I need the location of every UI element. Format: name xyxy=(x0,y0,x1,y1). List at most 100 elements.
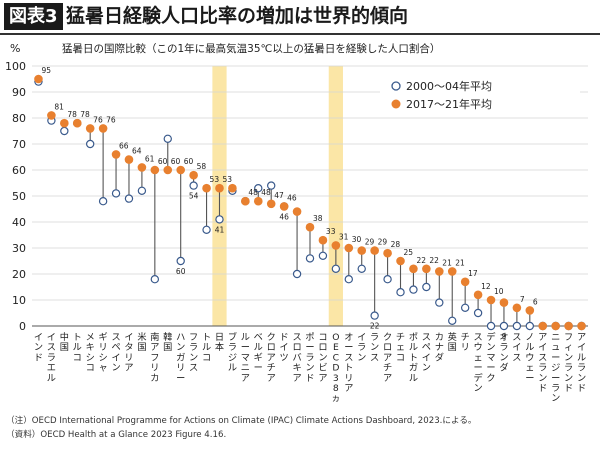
data-label-2000-04: 22 xyxy=(370,322,380,331)
point-2017-21 xyxy=(228,183,237,193)
x-tick-label: 南アフリカ xyxy=(150,331,159,384)
data-label-2017-21: 48 xyxy=(248,188,258,197)
data-label-2017-21: 29 xyxy=(378,238,388,247)
x-tick-label: スペイン xyxy=(422,332,431,374)
point-2017-21 xyxy=(538,321,548,331)
point-2017-21 xyxy=(331,241,341,250)
point-2000-04 xyxy=(344,274,353,284)
point-2017-21 xyxy=(279,202,289,211)
point-2017-21 xyxy=(124,155,134,164)
x-tick-label: 米国 xyxy=(137,331,146,353)
point-2000-04 xyxy=(189,181,198,190)
x-tick-label: クロアチア xyxy=(383,332,392,384)
x-tick-label: フランス xyxy=(189,332,198,374)
point-2000-04 xyxy=(448,316,457,325)
data-label-2017-21: 17 xyxy=(468,269,478,278)
figure-title: 猛暑日経験人口比率の増加は世界的傾向 xyxy=(66,5,409,27)
point-2000-04 xyxy=(525,321,535,331)
point-2017-21 xyxy=(357,246,367,255)
point-2017-21 xyxy=(460,277,470,287)
point-2017-21 xyxy=(137,163,147,172)
y-tick-label: 60 xyxy=(12,164,26,177)
point-2017-21 xyxy=(292,207,302,216)
point-2017-21 xyxy=(525,306,535,315)
chart-subtitle: 猛暑日の国際比較（この1年に最高気温35℃以上の猛暑日を経験した人口割合） xyxy=(62,42,440,55)
x-tick-label: ブラジル xyxy=(228,331,237,374)
data-label-2017-21: 81 xyxy=(54,102,64,111)
point-2017-21 xyxy=(98,124,108,133)
point-2000-04 xyxy=(111,189,121,198)
legend-label-2000-04: 2000～04年平均 xyxy=(406,79,492,93)
x-tick-label: スペイン xyxy=(111,332,120,374)
change-stems xyxy=(37,79,531,326)
legend-marker-2000-04 xyxy=(391,81,401,91)
point-2017-21 xyxy=(370,246,379,255)
x-tick-label: チェコ xyxy=(396,332,405,363)
data-label-2017-21: 64 xyxy=(132,147,142,156)
data-label-2017-21: 12 xyxy=(481,282,491,291)
x-tick-label: インド xyxy=(34,332,43,363)
point-2000-04 xyxy=(460,303,470,312)
point-2000-04 xyxy=(176,256,185,266)
x-tick-label: ノルウェー xyxy=(525,332,534,384)
x-tick-label: カナダ xyxy=(435,332,444,363)
figure-header: 図表3 猛暑日経験人口比率の増加は世界的傾向 xyxy=(0,0,600,35)
x-tick-label: ベルギー xyxy=(254,332,263,374)
data-label-2017-21: 7 xyxy=(520,295,525,304)
data-label-2017-21: 6 xyxy=(533,297,538,306)
point-2017-21 xyxy=(189,170,198,180)
point-2017-21 xyxy=(253,196,263,206)
x-tick-label: ニュージーラン xyxy=(551,332,560,404)
data-label-2000-04: 60 xyxy=(176,267,186,276)
data-label-2017-21: 33 xyxy=(326,227,336,236)
x-tick-label: オーストリア xyxy=(344,332,353,394)
point-2000-04 xyxy=(292,269,302,279)
point-2017-21 xyxy=(60,118,69,128)
y-tick-label: 10 xyxy=(12,294,26,307)
point-2017-21 xyxy=(512,303,522,313)
data-label-2017-21: 28 xyxy=(391,240,401,249)
point-2000-04 xyxy=(202,225,211,234)
point-2017-21 xyxy=(422,264,431,274)
x-tick-label: 韓国 xyxy=(163,332,172,353)
point-2017-21 xyxy=(150,165,160,175)
point-2000-04 xyxy=(422,282,431,292)
point-2017-21 xyxy=(176,165,185,175)
x-tick-label: ポルトガル xyxy=(409,332,418,384)
x-tick-label: コロンビア xyxy=(318,332,327,384)
x-tick-label: ポーランド xyxy=(305,332,314,384)
legend-marker-2017-21 xyxy=(391,99,401,109)
data-label-2017-21: 66 xyxy=(119,141,129,150)
point-2017-21 xyxy=(551,321,560,331)
data-label-2017-21: 60 xyxy=(184,157,194,166)
point-2017-21 xyxy=(202,183,211,193)
point-2000-04 xyxy=(305,254,315,263)
x-tick-labels: インドイスラエル中国トルコメキシコギリシャスペインイタリア米国南アフリカ韓国ハン… xyxy=(34,331,586,404)
y-tick-label: 90 xyxy=(12,86,26,99)
data-label-2017-21: 78 xyxy=(67,110,77,119)
point-2017-21 xyxy=(473,290,483,300)
point-2017-21 xyxy=(447,267,457,276)
point-2017-21 xyxy=(34,74,43,84)
x-tick-label: メキシコ xyxy=(86,332,95,374)
data-label-2017-21: 25 xyxy=(404,248,414,257)
point-2017-21 xyxy=(409,264,418,274)
y-tick-label: 70 xyxy=(12,138,26,151)
point-2017-21 xyxy=(318,235,328,245)
y-tick-label: 30 xyxy=(12,242,26,255)
y-tick-label: 100 xyxy=(5,60,26,73)
data-label-2017-21: 10 xyxy=(494,287,504,296)
x-tick-label: アイルランド xyxy=(577,332,586,394)
data-label-2017-21: 95 xyxy=(41,66,51,75)
point-2000-04 xyxy=(435,298,444,307)
data-label-2017-21: 53 xyxy=(210,175,220,184)
title-rule xyxy=(0,33,600,35)
data-label-2017-21: 78 xyxy=(80,110,90,119)
data-label-2017-21: 46 xyxy=(287,193,297,202)
data-label-2017-21: 76 xyxy=(93,115,103,124)
point-2000-04 xyxy=(486,321,496,331)
x-tick-label: アイスランド xyxy=(538,332,547,394)
data-label-2017-21: 22 xyxy=(416,256,426,265)
x-tick-label: スイス xyxy=(512,332,521,363)
